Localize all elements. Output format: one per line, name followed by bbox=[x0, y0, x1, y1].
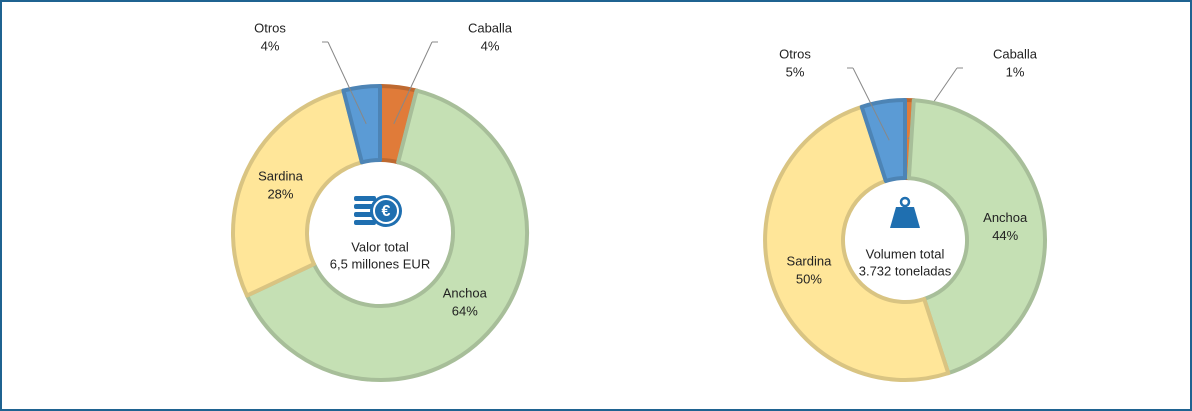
slice-value: 1% bbox=[1006, 64, 1025, 79]
slice-label: Sardina bbox=[258, 169, 304, 184]
slice-value: 28% bbox=[267, 187, 293, 202]
center-text: Volumen total bbox=[866, 246, 945, 261]
svg-text:€: € bbox=[382, 203, 391, 220]
center-text: 6,5 millones EUR bbox=[330, 256, 430, 271]
slice-label: Sardina bbox=[787, 254, 833, 269]
donut-segment bbox=[231, 88, 364, 298]
slice-label: Otros bbox=[779, 46, 811, 61]
center-text: Valor total bbox=[351, 239, 409, 254]
slice-label: Caballa bbox=[468, 20, 513, 35]
slice-label: Anchoa bbox=[443, 286, 488, 301]
slice-value: 44% bbox=[992, 228, 1018, 243]
slice-value: 64% bbox=[452, 304, 478, 319]
donut-segment bbox=[859, 98, 907, 184]
slice-value: 5% bbox=[786, 64, 805, 79]
leader-line bbox=[852, 67, 890, 141]
euro-icon: € bbox=[354, 195, 402, 227]
slice-value: 4% bbox=[261, 38, 280, 53]
slice-label: Anchoa bbox=[983, 210, 1028, 225]
donut-segment bbox=[763, 104, 951, 382]
center-text: 3.732 toneladas bbox=[859, 263, 952, 278]
leader-line bbox=[393, 41, 433, 125]
donut-segment bbox=[244, 88, 529, 382]
slice-value: 50% bbox=[796, 272, 822, 287]
slice-label: Otros bbox=[254, 20, 286, 35]
donut-segment bbox=[906, 98, 1047, 376]
weight-icon bbox=[890, 196, 920, 228]
slice-value: 4% bbox=[481, 38, 500, 53]
leader-line bbox=[327, 41, 367, 125]
slice-label: Caballa bbox=[993, 46, 1038, 61]
donut-segment bbox=[341, 84, 382, 165]
